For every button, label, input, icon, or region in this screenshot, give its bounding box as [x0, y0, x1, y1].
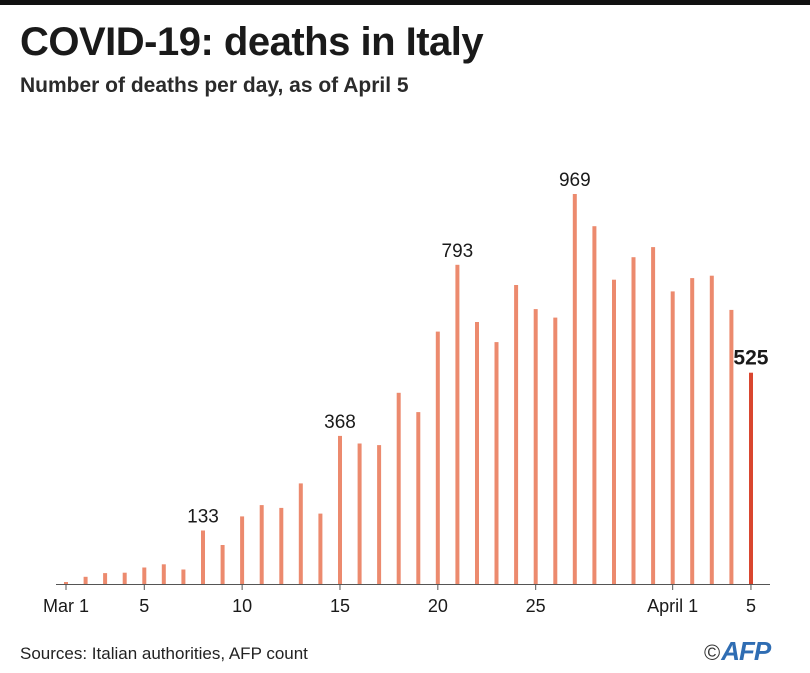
x-tick-label: 5: [139, 596, 149, 616]
bar-8: [201, 530, 205, 584]
bar-21: [455, 264, 460, 584]
bar-9: [220, 545, 225, 584]
bar-18: [396, 392, 401, 584]
bar-29: [612, 279, 616, 584]
bar-20: [435, 331, 440, 584]
bar-3: [103, 573, 108, 584]
bar-series: [64, 194, 753, 584]
x-tick-label: 5: [746, 596, 756, 616]
data-label-969: 969: [559, 170, 591, 191]
bar-31: [651, 247, 656, 584]
bar-12: [279, 507, 284, 584]
copyright-symbol: ©: [704, 640, 720, 665]
bar-28: [592, 226, 597, 584]
bar-11: [259, 505, 264, 584]
source-note: Sources: Italian authorities, AFP count: [20, 644, 308, 663]
bar-14: [318, 513, 323, 584]
bar-17: [377, 445, 382, 584]
x-tick-label: April 1: [647, 596, 698, 616]
bar-24: [514, 285, 519, 584]
chart-title: COVID-19: deaths in Italy: [20, 20, 484, 64]
x-tick-label: 25: [526, 596, 546, 616]
bar-35: [729, 309, 734, 584]
bar-2: [83, 576, 88, 584]
afp-credit: ©AFP: [704, 636, 771, 667]
chart-subtitle: Number of deaths per day, as of April 5: [20, 74, 409, 97]
bar-6: [161, 564, 166, 584]
x-tick-label: Mar 1: [43, 596, 89, 616]
data-label-133: 133: [187, 507, 219, 528]
bar-4: [122, 572, 127, 584]
x-tick-label: 20: [428, 596, 448, 616]
bar-22: [475, 322, 479, 584]
bar-1: [64, 582, 68, 584]
data-label-793: 793: [442, 241, 474, 262]
data-label-525: 525: [733, 347, 768, 370]
bar-34: [709, 275, 714, 584]
data-labels: 133 368 793 969 525: [187, 170, 769, 528]
data-label-368: 368: [324, 412, 356, 433]
bar-5: [142, 567, 147, 584]
bar-30: [631, 257, 636, 584]
x-tick-label: 15: [330, 596, 350, 616]
bar-36: [749, 372, 753, 584]
x-axis-ticks: Mar 1 5 10 15 20 25 April 1 5: [43, 584, 756, 616]
afp-logo: AFP: [721, 636, 771, 666]
bar-25: [533, 309, 538, 584]
bar-16: [357, 443, 362, 584]
top-rule: [0, 0, 810, 5]
bar-7: [181, 569, 186, 584]
bar-26: [553, 317, 558, 584]
bar-13: [298, 483, 303, 584]
bar-27: [572, 194, 577, 584]
bar-10: [240, 516, 245, 584]
bar-33: [690, 278, 695, 584]
bar-19: [416, 412, 421, 584]
bar-15: [338, 435, 342, 584]
bar-23: [494, 342, 499, 584]
bar-32: [670, 291, 675, 584]
x-tick-label: 10: [232, 596, 252, 616]
